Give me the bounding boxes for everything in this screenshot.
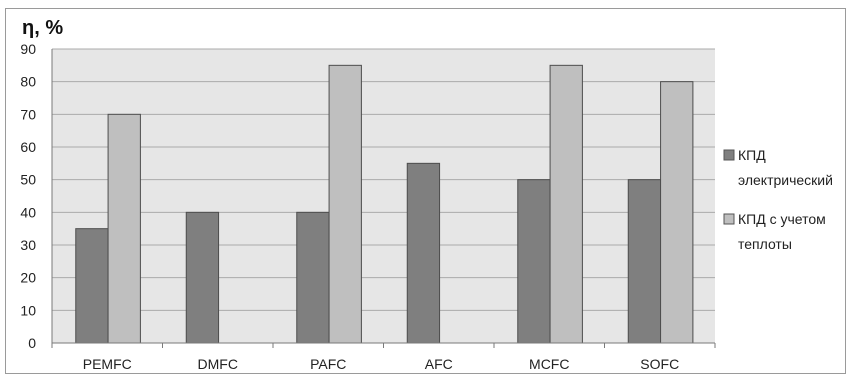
bar-pemfc-series-2 — [107, 113, 141, 344]
bar-dmfc-series-1 — [185, 211, 220, 344]
y-tick-label: 70 — [20, 106, 36, 122]
x-category-labels: PEMFC DMFC PAFC AFC MCFC SOFC — [83, 356, 679, 372]
y-tick-label: 10 — [20, 302, 36, 318]
plot-area — [52, 49, 715, 343]
legend-swatch-electric — [723, 149, 735, 161]
y-tick-label: 20 — [20, 270, 36, 286]
legend-label-heat: КПД с учетом теплоты — [738, 211, 830, 252]
y-tick-label: 30 — [20, 237, 36, 253]
y-tick-label: 60 — [20, 139, 36, 155]
axes — [51, 49, 716, 348]
bar-afc-series-1 — [406, 162, 441, 344]
x-category-label: DMFC — [198, 356, 238, 372]
y-tick-label: 90 — [20, 41, 36, 57]
bar-pafc-series-1 — [296, 211, 330, 344]
y-tick-label: 0 — [28, 335, 36, 351]
bar-mcfc-series-1 — [517, 179, 551, 344]
y-tick-label: 50 — [20, 172, 36, 188]
x-category-label: PAFC — [310, 356, 346, 372]
legend: КПД электрический КПД с учетом теплоты — [723, 147, 833, 252]
x-category-label: MCFC — [529, 356, 569, 372]
x-category-label: SOFC — [640, 356, 679, 372]
bar-sofc-series-1 — [627, 179, 662, 344]
x-category-label: PEMFC — [83, 356, 132, 372]
y-tick-labels: 0 10 20 30 40 50 60 70 80 90 — [20, 41, 36, 351]
legend-label-electric: КПД электрический — [738, 147, 833, 188]
y-tick-label: 40 — [20, 204, 36, 220]
y-tick-label: 80 — [20, 74, 36, 90]
y-axis-title: η, % — [22, 17, 63, 39]
bar-mcfc-series-2 — [549, 64, 583, 344]
bar-sofc-series-2 — [660, 81, 694, 344]
bars — [75, 64, 694, 344]
legend-swatch-heat — [723, 213, 735, 225]
x-category-label: AFC — [425, 356, 453, 372]
bar-pafc-series-2 — [328, 64, 362, 344]
bar-pemfc-series-1 — [75, 228, 109, 344]
gridlines — [52, 48, 715, 311]
